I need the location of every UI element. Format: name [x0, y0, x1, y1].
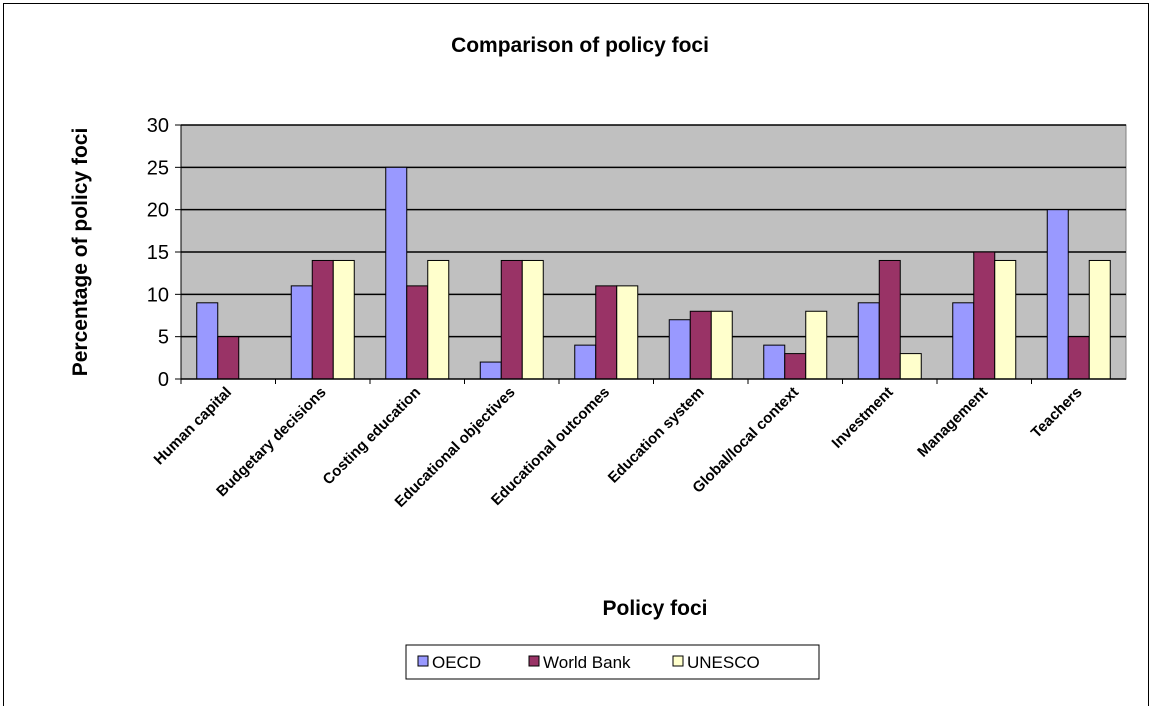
legend-swatch [672, 655, 684, 667]
legend-label: OECD [432, 653, 481, 672]
bar-oecd [763, 344, 786, 380]
y-tick-label: 5 [158, 327, 169, 349]
bar-world-bank [595, 285, 618, 380]
bar-world-bank [311, 259, 334, 380]
bar-unesco [1088, 259, 1111, 380]
bar-world-bank [500, 259, 523, 380]
x-category-label: Investment [829, 384, 897, 452]
x-category-label: Teachers [1028, 384, 1086, 442]
bar-oecd [668, 319, 691, 380]
y-tick-label: 25 [147, 157, 169, 179]
bar-unesco [427, 259, 450, 380]
legend-box [405, 644, 820, 680]
bar-unesco [332, 259, 355, 380]
bar-world-bank [878, 259, 901, 380]
legend: OECD World Bank UNESCO [405, 644, 820, 680]
x-category-label: Human capital [151, 384, 236, 469]
bar-world-bank [406, 285, 429, 380]
bar-oecd [290, 285, 313, 380]
bar-oecd [479, 361, 502, 380]
y-tick-label: 15 [147, 242, 169, 264]
y-tick-label: 20 [147, 200, 169, 222]
legend-swatch [528, 655, 540, 667]
bar-world-bank [973, 251, 996, 380]
bar-unesco [805, 310, 828, 380]
x-category-label: Budgetary decisions [213, 384, 329, 500]
bar-unesco [616, 285, 639, 380]
bar-oecd [196, 302, 219, 380]
x-category-label: Education system [605, 384, 708, 487]
y-tick-label: 10 [147, 284, 169, 306]
bar-world-bank [689, 310, 712, 380]
legend-label: World Bank [543, 653, 631, 672]
bar-unesco [994, 259, 1017, 380]
x-category-label: Costing education [320, 384, 425, 489]
bar-oecd [952, 302, 975, 380]
x-category-label: Management [914, 384, 991, 461]
chart-frame [3, 3, 1149, 706]
bar-unesco [899, 353, 922, 380]
x-category-label: Global/local context [689, 384, 802, 497]
chart-title: Comparison of policy foci [451, 34, 709, 57]
y-tick-label: 30 [147, 115, 169, 137]
bar-unesco [521, 259, 544, 380]
bar-world-bank [1067, 336, 1090, 380]
bar-oecd [385, 166, 408, 380]
bar-unesco [710, 310, 733, 380]
bar-oecd [857, 302, 880, 380]
legend-swatch [417, 655, 429, 667]
bar-oecd [574, 344, 597, 380]
legend-label: UNESCO [687, 653, 760, 672]
bar-world-bank [784, 353, 807, 380]
bar-world-bank [217, 336, 240, 380]
y-tick-label: 0 [158, 369, 169, 391]
y-axis-title: Percentage of policy foci [69, 128, 92, 377]
bar-oecd [1046, 209, 1069, 380]
bars [196, 166, 1111, 380]
x-axis-title: Policy foci [602, 597, 707, 620]
